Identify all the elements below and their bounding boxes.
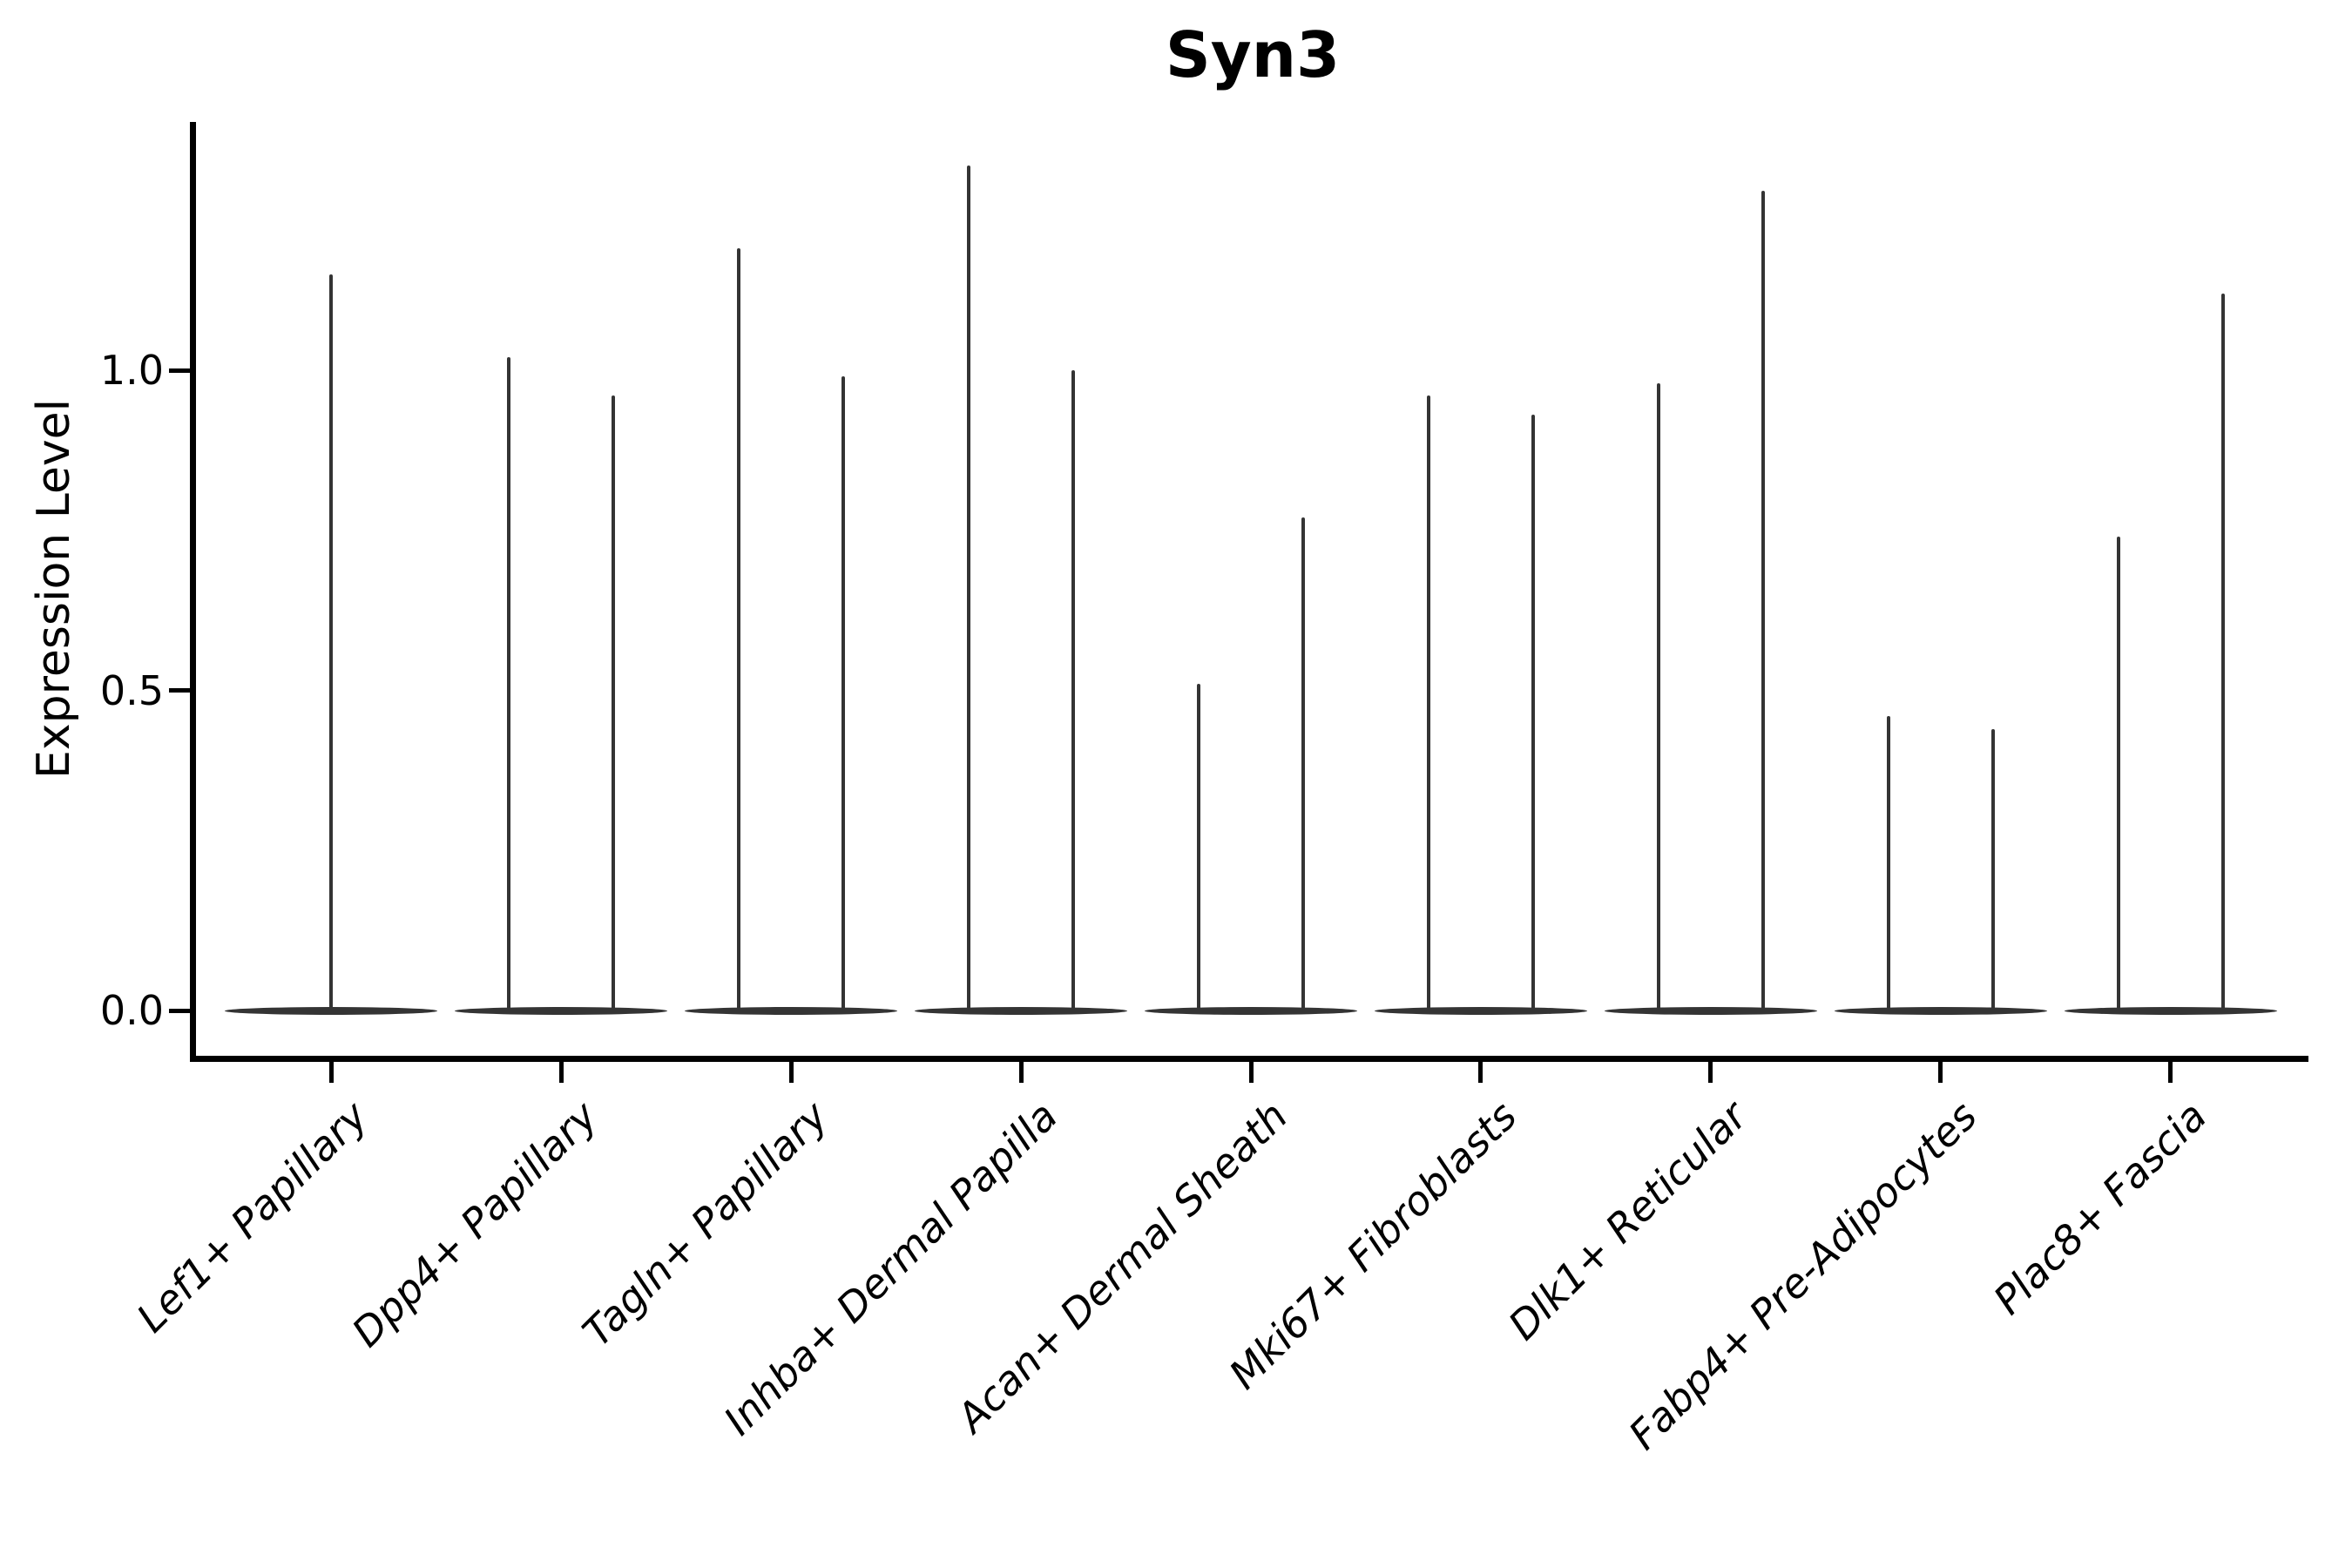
violin-spike: [2116, 537, 2120, 1013]
y-tick-label: 0.5: [99, 666, 164, 714]
y-axis-spine: [190, 122, 196, 1062]
violin-spike: [2220, 293, 2225, 1013]
y-tick: [169, 1008, 190, 1013]
violin-spike: [1761, 191, 1765, 1013]
y-axis-label: Expression Level: [28, 398, 80, 780]
violin-spike: [1197, 684, 1200, 1013]
violin-spike: [737, 248, 741, 1013]
violin-body: [1834, 1006, 2047, 1015]
x-tick: [328, 1062, 334, 1083]
x-tick: [2168, 1062, 2173, 1083]
x-tick-label: Dlk1+ Reticular: [1499, 1092, 1756, 1349]
violin-spike: [507, 357, 511, 1013]
violin-body: [685, 1006, 898, 1015]
violin-spike: [967, 165, 971, 1013]
x-tick: [558, 1062, 564, 1083]
chart-title: Syn3: [1165, 18, 1341, 91]
violin-spike: [1301, 517, 1305, 1013]
violin-body: [455, 1006, 668, 1015]
violin-spike: [1990, 728, 1995, 1013]
violin-spike: [1656, 382, 1660, 1013]
y-tick: [169, 368, 190, 373]
violin-body: [1604, 1006, 1817, 1015]
violin-body: [2064, 1006, 2277, 1015]
x-tick: [1248, 1062, 1254, 1083]
x-tick: [788, 1062, 794, 1083]
violin-spike: [1071, 370, 1076, 1013]
x-axis-spine: [190, 1056, 2308, 1062]
x-tick-label: Lef1+ Papillary: [127, 1092, 377, 1342]
x-tick-label: Tagln+ Papillary: [572, 1092, 837, 1356]
y-tick-label: 1.0: [99, 347, 164, 394]
violin-spike: [1531, 415, 1535, 1013]
violin-spike: [612, 395, 616, 1013]
violin-body: [915, 1006, 1128, 1015]
x-tick-label: Plac8+ Fascia: [1984, 1092, 2216, 1324]
violin-spike: [1426, 395, 1430, 1013]
x-tick: [1478, 1062, 1484, 1083]
violin-spike: [329, 274, 334, 1013]
y-tick-label: 0.0: [99, 987, 164, 1034]
violin-body: [1374, 1006, 1587, 1015]
y-tick: [169, 688, 190, 693]
violin-spike: [1886, 715, 1890, 1013]
violin-body: [1145, 1006, 1357, 1015]
x-tick-label: Dpp4+ Papillary: [342, 1092, 607, 1356]
violin-spike: [841, 376, 846, 1013]
x-tick: [1708, 1062, 1713, 1083]
x-tick: [1938, 1062, 1943, 1083]
x-tick: [1018, 1062, 1024, 1083]
